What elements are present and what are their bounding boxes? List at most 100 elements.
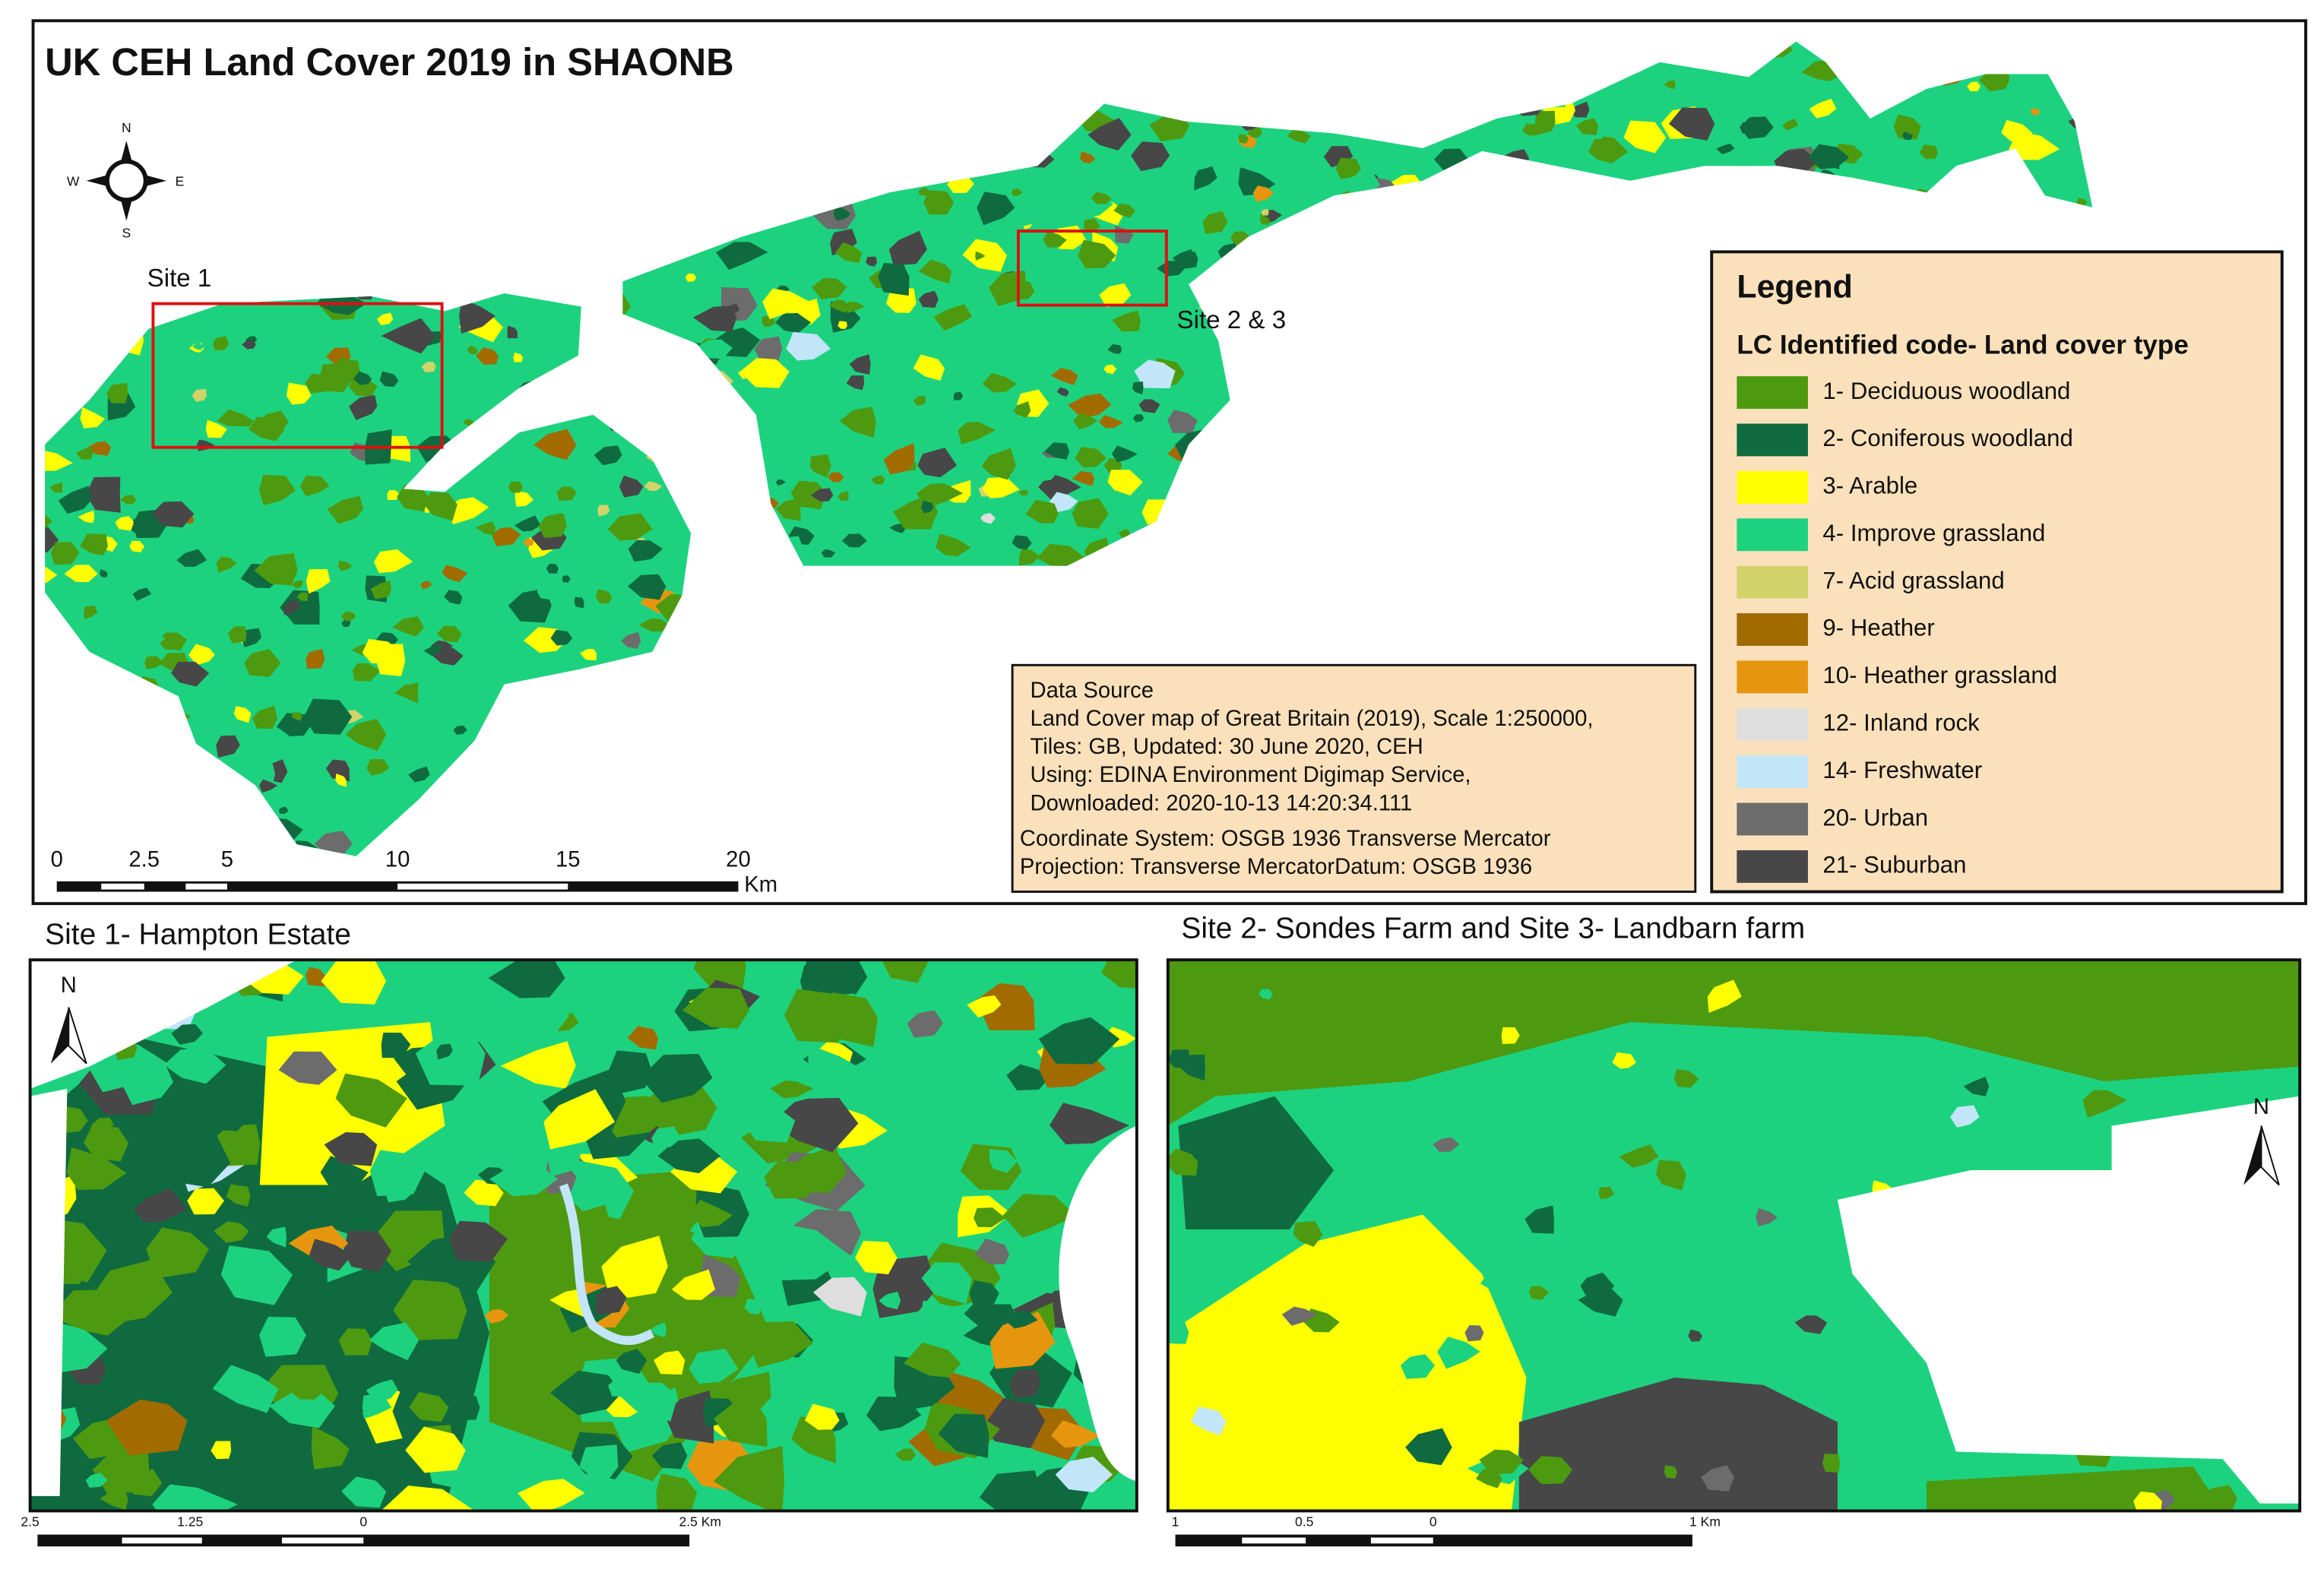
land-patch — [595, 589, 613, 604]
land-patch — [809, 454, 831, 478]
land-patch — [958, 422, 996, 445]
land-patch — [1050, 492, 1078, 513]
land-patch — [1134, 359, 1176, 389]
land-patch — [913, 354, 945, 381]
land-patch — [133, 1188, 188, 1223]
land-patch — [276, 713, 311, 737]
land-patch — [1501, 1027, 1520, 1044]
land-patch — [1707, 979, 1742, 1014]
land-patch — [1167, 1320, 1189, 1344]
legend-swatch — [1737, 423, 1808, 457]
land-patch — [58, 486, 91, 514]
legend-subtitle: LC Identified code- Land cover type — [1737, 330, 2188, 359]
land-patch — [145, 1130, 231, 1188]
land-patch — [1056, 387, 1069, 397]
land-patch — [257, 410, 289, 437]
land-patch — [693, 960, 746, 992]
land-patch — [962, 239, 1008, 272]
land-patch — [790, 480, 827, 510]
land-patch — [882, 960, 928, 983]
land-patch — [462, 419, 474, 427]
legend-label: 3- Arable — [1822, 473, 1917, 499]
land-patch — [597, 505, 610, 517]
scale-label: 1.25 — [177, 1514, 203, 1530]
land-patch — [327, 495, 364, 524]
land-patch — [1112, 310, 1141, 332]
land-patch — [121, 1062, 173, 1106]
land-patch — [409, 1391, 449, 1422]
inset-title: Site 1- Hampton Estate — [45, 918, 351, 951]
legend-swatch — [1737, 470, 1808, 504]
land-patch — [682, 987, 750, 1029]
land-patch — [1156, 261, 1186, 277]
land-patch — [447, 603, 468, 620]
land-patch — [296, 592, 309, 602]
land-patch — [1281, 1306, 1318, 1326]
land-patch — [192, 343, 204, 350]
land-patch — [1107, 470, 1143, 496]
land-patch — [1050, 1103, 1129, 1144]
land-patch — [888, 230, 927, 266]
land-patch — [45, 527, 59, 552]
land-patch — [337, 560, 353, 571]
land-patch — [607, 513, 653, 541]
land-patch — [651, 1126, 681, 1150]
land-patch — [1479, 1449, 1524, 1476]
land-patch — [983, 548, 994, 559]
land-patch — [616, 1349, 647, 1375]
land-patch — [1664, 80, 1676, 90]
land-patch — [1179, 252, 1198, 270]
land-patch — [1380, 960, 1438, 979]
data-source-line: Land Cover map of Great Britain (2019), … — [1031, 707, 1594, 731]
land-patch — [1528, 1286, 1550, 1300]
land-patch — [821, 549, 836, 558]
legend-items: 1- Deciduous woodland 2- Coniferous woodl… — [1737, 376, 2073, 883]
data-source: Data Source Land Cover map of Great Brita… — [1020, 679, 1594, 879]
land-patch — [562, 1160, 635, 1220]
land-patch — [1004, 1310, 1038, 1329]
land-patch — [595, 1286, 627, 1315]
scale-unit: Km — [744, 872, 777, 897]
land-patch — [822, 992, 879, 1047]
area — [1518, 1377, 1838, 1511]
inset-title: Site 2- Sondes Farm and Site 3- Landbarn… — [1181, 913, 1805, 945]
land-patch — [980, 513, 996, 524]
land-patch — [1167, 1148, 1198, 1176]
land-patch — [1955, 117, 1984, 146]
land-patch — [920, 500, 934, 514]
land-patch — [476, 346, 499, 365]
land-patch — [214, 1221, 249, 1243]
land-patch — [320, 1156, 369, 1189]
land-patch — [80, 407, 106, 429]
legend-swatch — [1737, 660, 1808, 694]
land-patch — [580, 649, 597, 661]
land-patch — [415, 1030, 486, 1086]
land-patch — [369, 1150, 426, 1197]
land-patch — [976, 983, 1035, 1031]
legend-swatch — [1737, 755, 1808, 789]
land-patch — [834, 242, 863, 264]
land-patch — [1716, 143, 1735, 155]
legend-swatch — [1737, 850, 1808, 883]
site-box — [151, 302, 444, 449]
land-patch — [1598, 1186, 1614, 1200]
land-patch — [370, 580, 392, 600]
land-patch — [1794, 1315, 1828, 1334]
land-patch — [907, 1010, 943, 1038]
land-patch — [1809, 98, 1837, 119]
land-patch — [192, 388, 207, 402]
land-patch — [325, 759, 350, 782]
land-patch — [475, 521, 496, 536]
land-patch — [288, 1378, 325, 1400]
north-arrow: N — [2243, 1095, 2280, 1186]
land-patch — [216, 735, 240, 758]
land-patch — [1179, 1054, 1205, 1081]
inset-overlay — [1837, 1096, 2300, 1504]
land-patch — [85, 476, 121, 513]
land-patch — [920, 1300, 978, 1343]
land-patch — [353, 371, 372, 385]
land-patch — [1101, 960, 1137, 989]
land-patch — [938, 1413, 989, 1458]
land-patch — [1808, 144, 1850, 169]
land-patch — [619, 475, 644, 498]
